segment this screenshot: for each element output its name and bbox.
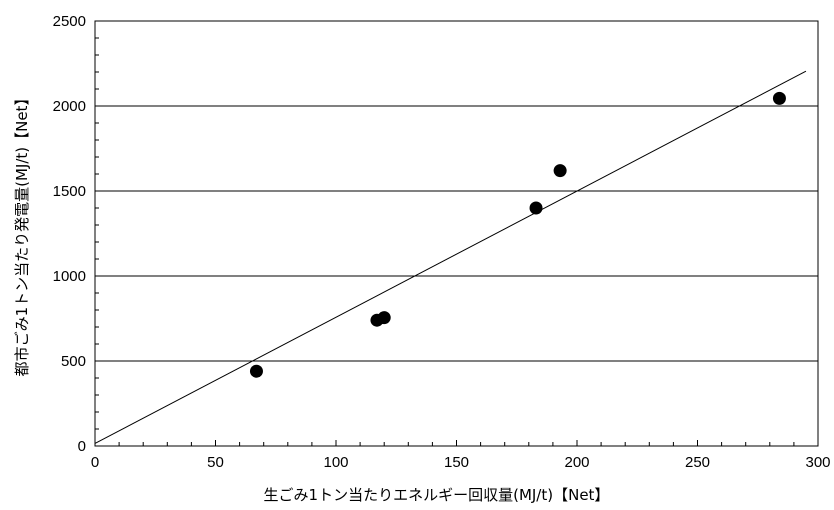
y-tick-label: 1000: [53, 268, 86, 285]
x-axis-tick-labels: 0 50 100 150 200 250 300: [91, 454, 831, 471]
plot-area-frame: [94, 20, 819, 447]
y-tick-label: 500: [61, 353, 86, 370]
x-tick-label: 100: [323, 454, 348, 471]
y-tick-label: 2500: [53, 13, 86, 30]
data-points: [249, 91, 786, 378]
y-tick-label: 0: [78, 438, 86, 455]
data-point: [529, 201, 543, 215]
y-axis-title: 都市ごみ1トン当たり発電量(MJ/t)【Net】: [13, 91, 31, 377]
x-tick-label: 150: [444, 454, 469, 471]
y-axis-tick-labels: 0 500 1000 1500 2000 2500: [53, 13, 86, 455]
x-tick-label: 250: [685, 454, 710, 471]
minor-ticks: [94, 20, 819, 447]
data-point: [553, 164, 567, 178]
x-tick-label: 50: [207, 454, 224, 471]
trend-line: [94, 70, 807, 444]
y-tick-label: 2000: [53, 98, 86, 115]
y-tick-label: 1500: [53, 183, 86, 200]
gridlines: [95, 105, 818, 362]
x-axis-title: 生ごみ1トン当たりエネルギー回収量(MJ/t)【Net】: [264, 486, 610, 504]
x-tick-label: 300: [805, 454, 830, 471]
data-point: [772, 91, 786, 105]
x-tick-label: 0: [91, 454, 99, 471]
x-tick-label: 200: [564, 454, 589, 471]
data-point: [377, 311, 391, 325]
data-point: [249, 364, 263, 378]
